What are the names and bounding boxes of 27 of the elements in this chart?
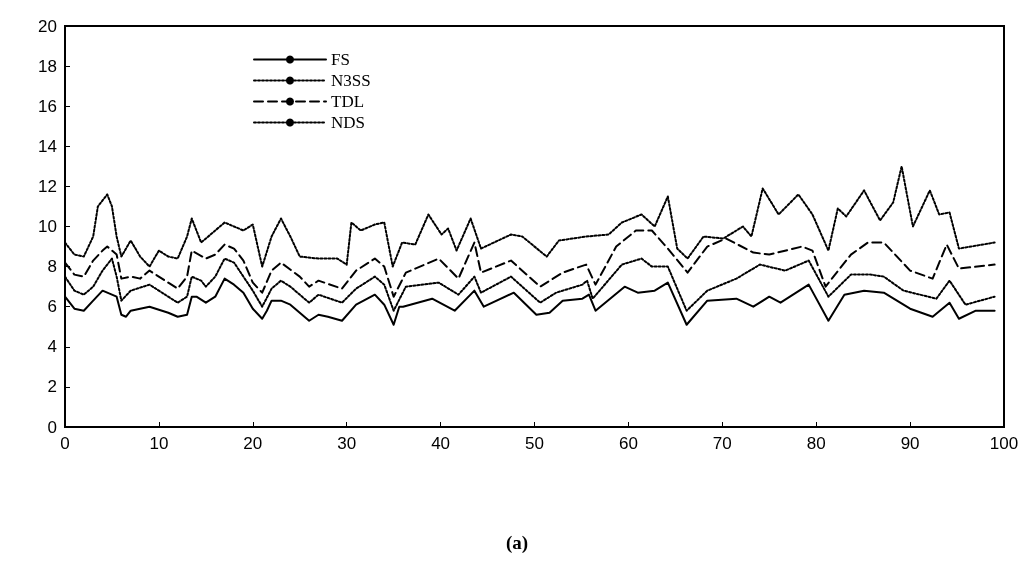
legend-label: NDS (331, 113, 366, 132)
y-tick-label: 12 (38, 176, 57, 196)
x-tick-label: 40 (431, 434, 451, 453)
y-tick-label: 20 (38, 16, 57, 36)
y-tick-label: 10 (38, 217, 57, 236)
x-tick-label: 70 (712, 434, 732, 453)
x-tick-label: 50 (525, 434, 544, 453)
y-tick-label: 0 (47, 417, 57, 437)
x-tick-label: 10 (149, 434, 169, 453)
x-tick-label: 80 (806, 434, 826, 453)
text: (a) (505, 532, 529, 554)
y-tick-label: 4 (47, 337, 57, 357)
x-tick-label: 30 (337, 434, 357, 453)
legend-label: TDL (331, 92, 365, 111)
y-tick-label: 6 (47, 297, 57, 317)
x-tick-label: 20 (243, 434, 263, 453)
y-tick-label: 8 (47, 257, 57, 277)
legend-label: N3SS (331, 71, 371, 90)
y-tick-label: 14 (38, 136, 57, 156)
x-tick-label: 90 (900, 434, 920, 453)
x-tick-label: 100 (989, 434, 1019, 453)
x-tick-label: 60 (618, 434, 638, 453)
y-tick-label: 16 (38, 96, 57, 116)
y-tick-label: 18 (38, 56, 57, 76)
x-tick-label: 0 (60, 434, 70, 453)
y-tick-label: 2 (47, 377, 57, 397)
legend-label: FS (331, 50, 350, 69)
